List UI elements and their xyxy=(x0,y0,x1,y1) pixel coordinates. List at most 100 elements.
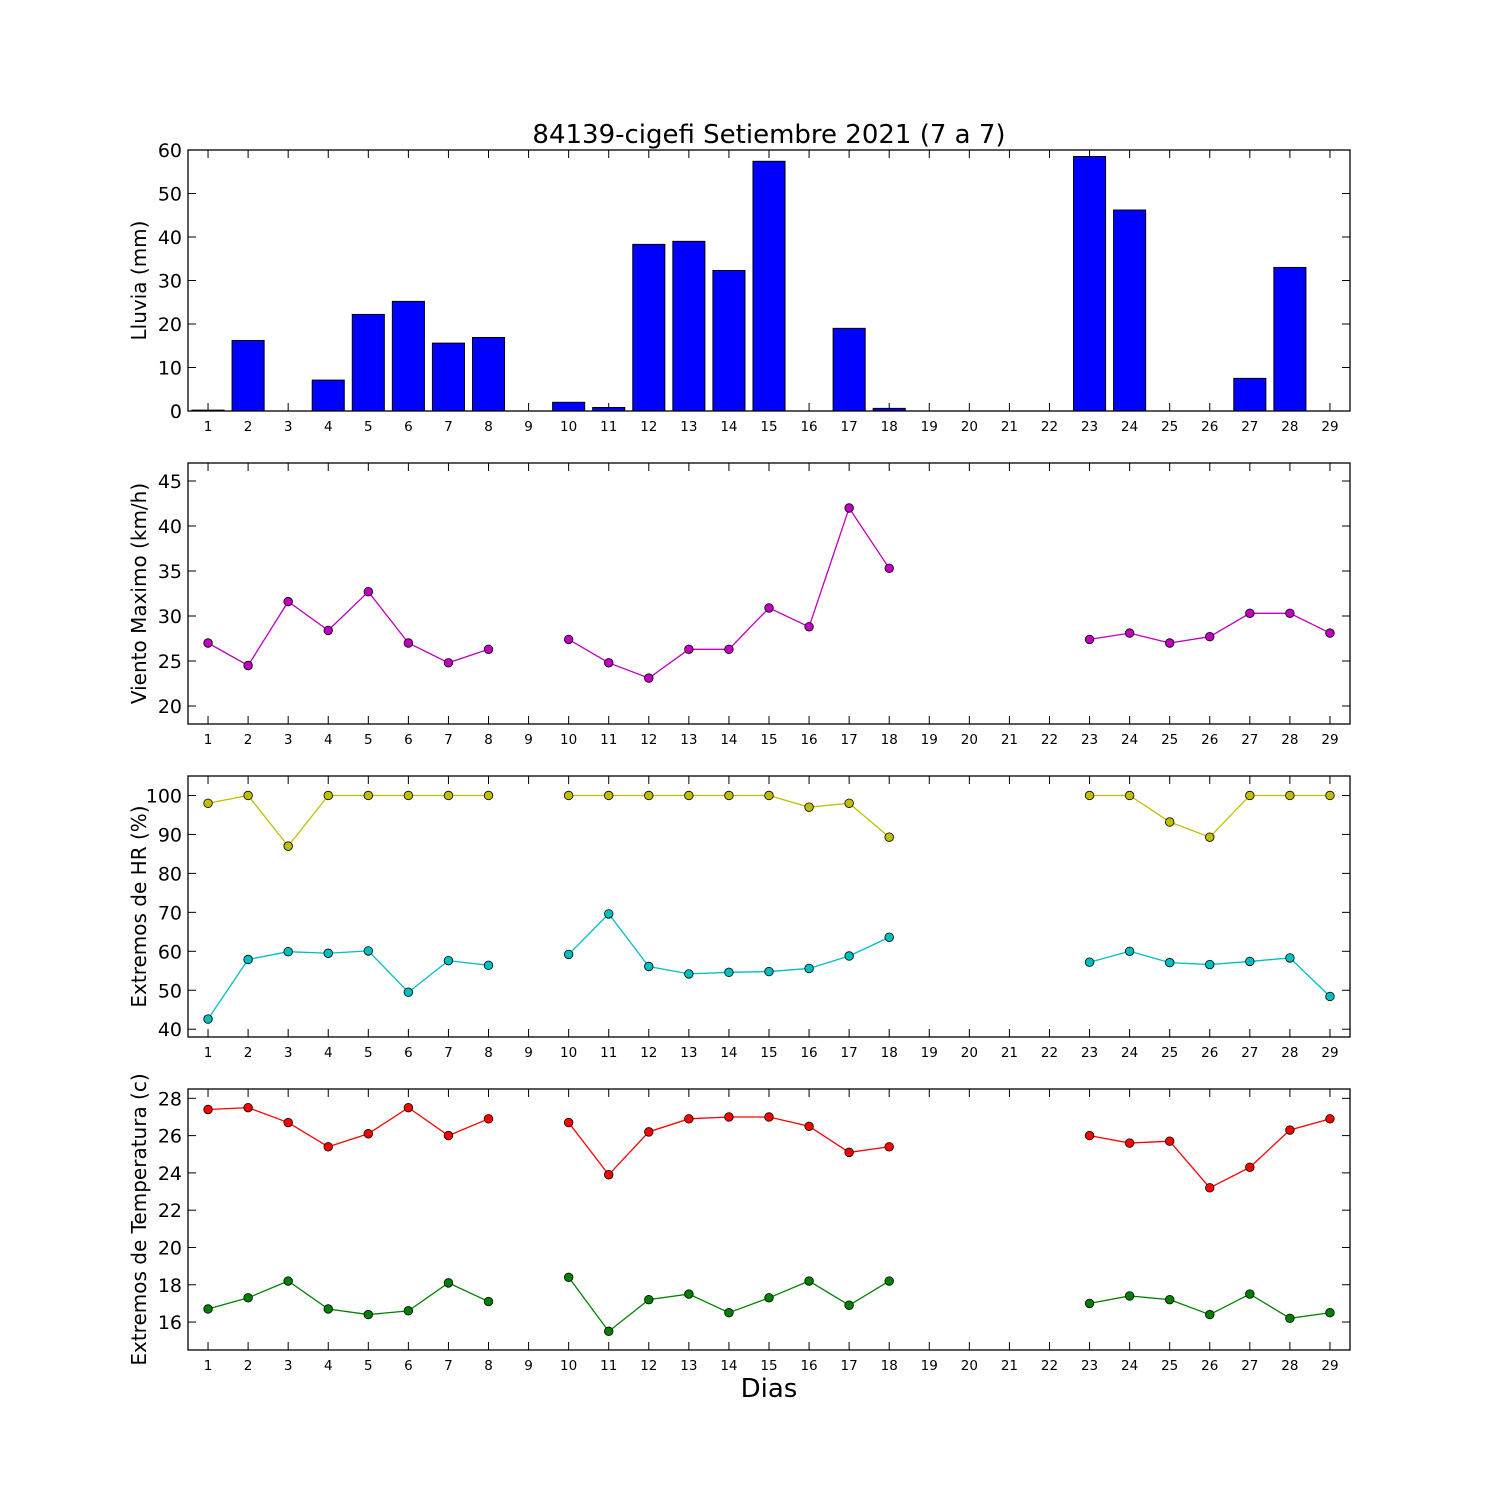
x-tick-label: 6 xyxy=(404,1358,413,1374)
rain-bar xyxy=(552,401,586,412)
data-point xyxy=(363,1309,374,1320)
data-point xyxy=(1084,634,1095,645)
x-tick-label: 15 xyxy=(760,419,777,435)
x-tick-label: 27 xyxy=(1241,1045,1258,1061)
x-tick-label: 18 xyxy=(881,1045,898,1061)
data-point xyxy=(1084,957,1095,967)
x-tick-label: 29 xyxy=(1321,1045,1338,1061)
data-point xyxy=(1084,790,1095,801)
y-tick-label: 30 xyxy=(158,606,182,628)
x-tick-label: 11 xyxy=(600,1045,617,1061)
data-point xyxy=(443,658,454,668)
x-tick-label: 18 xyxy=(881,732,898,748)
x-tick-label: 17 xyxy=(841,1358,858,1374)
data-point xyxy=(684,644,694,655)
data-point xyxy=(563,1117,574,1128)
x-tick-label: 15 xyxy=(760,732,777,748)
data-point xyxy=(764,1293,774,1303)
series-line xyxy=(207,794,489,848)
y-tick-label: 45 xyxy=(158,471,182,493)
data-point xyxy=(804,963,814,974)
data-point xyxy=(363,1129,374,1139)
data-point xyxy=(363,790,374,801)
y-tick-label: 90 xyxy=(158,824,182,846)
x-tick-label: 21 xyxy=(1001,419,1018,435)
x-tick-label: 28 xyxy=(1281,419,1298,435)
data-point xyxy=(684,1289,694,1299)
x-tick-label: 25 xyxy=(1161,732,1178,748)
data-point xyxy=(1164,817,1175,827)
data-point xyxy=(1245,956,1255,967)
x-tick-label: 8 xyxy=(484,1045,493,1061)
data-point xyxy=(243,790,253,801)
data-point xyxy=(323,1304,333,1314)
data-point xyxy=(724,790,734,801)
data-point xyxy=(1205,832,1215,842)
y-tick-label: 25 xyxy=(158,651,182,673)
data-point xyxy=(443,790,454,801)
data-point xyxy=(563,949,574,960)
x-tick-label: 21 xyxy=(1001,732,1018,748)
rain-bar xyxy=(351,313,385,412)
rain-bar xyxy=(431,342,465,412)
x-tick-label: 20 xyxy=(961,419,978,435)
x-tick-label: 22 xyxy=(1041,732,1058,748)
data-point xyxy=(844,1300,854,1310)
rain-bar xyxy=(1273,266,1307,412)
x-tick-label: 8 xyxy=(484,1358,493,1374)
x-tick-label: 26 xyxy=(1201,1358,1218,1374)
x-tick-label: 11 xyxy=(600,1358,617,1374)
data-point xyxy=(283,596,293,607)
data-point xyxy=(844,1147,854,1158)
rain-bar xyxy=(632,243,666,412)
x-tick-label: 7 xyxy=(444,419,453,435)
rain-bar xyxy=(752,160,786,412)
x-tick-label: 11 xyxy=(600,732,617,748)
data-point xyxy=(283,1276,293,1286)
rain-bar xyxy=(231,340,265,412)
y-tick-label: 28 xyxy=(158,1088,182,1110)
x-tick-label: 4 xyxy=(324,419,333,435)
y-axis-label: Lluvia (mm) xyxy=(127,221,151,341)
data-point xyxy=(443,1278,454,1288)
data-point xyxy=(1205,632,1215,642)
data-point xyxy=(203,798,213,808)
y-tick-label: 35 xyxy=(158,561,182,583)
data-point xyxy=(724,1308,734,1318)
x-tick-label: 24 xyxy=(1121,419,1138,435)
data-point xyxy=(1285,953,1295,963)
data-point xyxy=(243,1293,253,1303)
data-point xyxy=(764,603,774,613)
x-tick-label: 5 xyxy=(364,1045,373,1061)
data-point xyxy=(1205,1309,1215,1320)
x-tick-label: 10 xyxy=(560,732,577,748)
x-tick-label: 27 xyxy=(1241,1358,1258,1374)
x-tick-label: 3 xyxy=(284,1358,293,1374)
data-point xyxy=(283,841,293,851)
y-tick-label: 40 xyxy=(158,1019,182,1041)
y-axis-label: Viento Maximo (km/h) xyxy=(127,483,151,704)
rain-bar xyxy=(712,269,746,412)
x-tick-label: 20 xyxy=(961,1358,978,1374)
x-tick-label: 9 xyxy=(524,419,533,435)
plot-frame xyxy=(187,1088,1351,1351)
data-point xyxy=(403,1102,414,1113)
x-tick-label: 18 xyxy=(881,1358,898,1374)
x-tick-label: 21 xyxy=(1001,1358,1018,1374)
x-tick-label: 6 xyxy=(404,1045,413,1061)
y-tick-label: 60 xyxy=(158,140,182,162)
data-point xyxy=(1285,1313,1295,1324)
x-tick-label: 8 xyxy=(484,419,493,435)
x-tick-label: 7 xyxy=(444,1358,453,1374)
data-point xyxy=(1164,1136,1175,1146)
x-tick-label: 29 xyxy=(1321,1358,1338,1374)
x-tick-label: 12 xyxy=(640,1358,657,1374)
data-point xyxy=(684,969,694,979)
data-point xyxy=(1325,991,1335,1002)
y-tick-label: 20 xyxy=(158,1237,182,1259)
x-tick-label: 9 xyxy=(524,1358,533,1374)
data-point xyxy=(1164,1294,1175,1305)
data-point xyxy=(323,625,333,636)
x-tick-label: 17 xyxy=(841,1045,858,1061)
